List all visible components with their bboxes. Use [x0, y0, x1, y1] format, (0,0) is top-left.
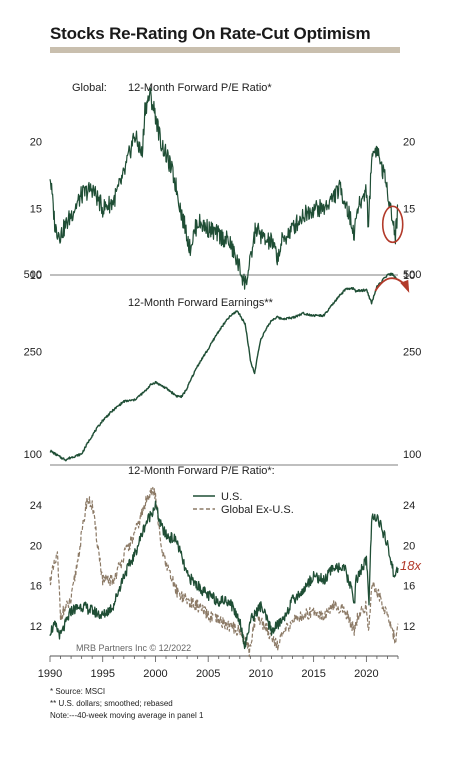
panel2-title: 12-Month Forward Earnings**: [128, 297, 274, 309]
panel3-ytick-right: 20: [403, 540, 415, 552]
panel1-ytick-right: 20: [403, 137, 415, 149]
panel1-series-line: [49, 87, 399, 290]
panel3-annotation-18x: 18x: [400, 558, 421, 573]
panel2-ytick-right: 250: [403, 347, 421, 359]
footnote-note: Note:---40-week moving average in panel …: [50, 711, 204, 720]
x-tick-label: 1990: [38, 668, 62, 680]
panel2-arrow-head: [400, 279, 410, 293]
panel3-ytick-right: 16: [403, 581, 415, 593]
panel3-series-us-line: [49, 500, 399, 650]
panel2-ytick-left: 250: [24, 347, 42, 359]
panel2-arrow-curve: [374, 277, 406, 292]
page-title: Stocks Re-Rating On Rate-Cut Optimism: [50, 24, 371, 43]
legend-exus-label: Global Ex-U.S.: [221, 504, 294, 516]
title-rule: [50, 47, 400, 53]
panel3-ytick-left: 12: [30, 621, 42, 633]
panel3-ytick-left: 16: [30, 581, 42, 593]
panel1-highlight-circle: [381, 205, 404, 244]
x-tick-label: 2005: [196, 668, 220, 680]
panel3-ytick-left: 20: [30, 540, 42, 552]
panel2-ytick-right: 100: [403, 449, 421, 461]
x-tick-label: 2020: [354, 668, 378, 680]
panel1-ytick-left: 20: [30, 137, 42, 149]
panel1-ytick-left: 10: [30, 270, 42, 282]
panel1-ytick-left: 15: [30, 203, 42, 215]
panel1-prefix: Global:: [72, 82, 107, 94]
panel1-title: 12-Month Forward P/E Ratio*: [128, 82, 272, 94]
panel3-ytick-right: 12: [403, 621, 415, 633]
x-tick-label: 2010: [249, 668, 273, 680]
panel2-ytick-left: 500: [24, 269, 42, 281]
panel2-ytick-left: 100: [24, 449, 42, 461]
footnote-source: * Source: MSCI: [50, 687, 106, 696]
x-tick-label: 2015: [301, 668, 325, 680]
legend-us-label: U.S.: [221, 491, 242, 503]
panel3-series-exus-line: [49, 486, 399, 658]
panel3-title: 12-Month Forward P/E Ratio*:: [128, 465, 275, 477]
panel1-ytick-right: 10: [403, 270, 415, 282]
credit-text: MRB Partners Inc © 12/2022: [76, 643, 191, 653]
panel1-ytick-right: 15: [403, 203, 415, 215]
x-tick-label: 1995: [90, 668, 114, 680]
panel2-ytick-right: 500: [403, 269, 421, 281]
panel3-ytick-right: 24: [403, 500, 415, 512]
x-tick-label: 2000: [143, 668, 167, 680]
panel3-ytick-left: 24: [30, 500, 42, 512]
footnote-earnings: ** U.S. dollars; smoothed; rebased: [50, 699, 173, 708]
panel2-series-line: [49, 272, 399, 462]
